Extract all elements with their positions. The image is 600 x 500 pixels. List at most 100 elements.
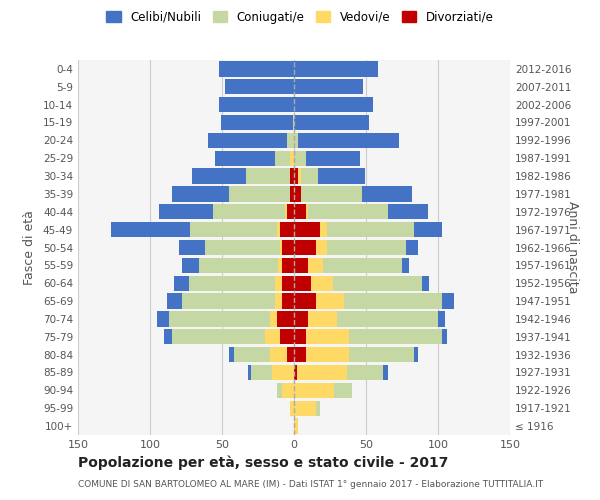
Bar (383, 365, 388, 380)
Bar (229, 347, 233, 362)
Bar (182, 258, 199, 273)
Bar (294, 222, 320, 237)
Bar (283, 294, 294, 308)
Bar (247, 168, 290, 184)
Bar (294, 347, 305, 362)
Bar (251, 365, 272, 380)
Bar (167, 294, 182, 308)
Bar (280, 240, 283, 255)
Bar (316, 400, 320, 416)
Bar (294, 150, 305, 166)
Bar (347, 365, 383, 380)
Bar (269, 312, 277, 326)
Bar (298, 133, 399, 148)
Bar (294, 418, 298, 434)
Bar (349, 347, 413, 362)
Legend: Celibi/Nubili, Coniugati/e, Vedovi/e, Divorziati/e: Celibi/Nubili, Coniugati/e, Vedovi/e, Di… (101, 6, 499, 28)
Bar (172, 186, 229, 202)
Bar (333, 276, 422, 291)
Bar (290, 400, 294, 416)
Bar (283, 240, 294, 255)
Bar (337, 312, 438, 326)
Bar (298, 168, 301, 184)
Bar (327, 222, 413, 237)
Bar (190, 222, 277, 237)
Bar (297, 365, 347, 380)
Bar (294, 365, 297, 380)
Bar (308, 204, 388, 220)
Bar (319, 168, 365, 184)
Bar (294, 168, 298, 184)
Bar (301, 168, 319, 184)
Bar (316, 294, 344, 308)
Bar (189, 276, 275, 291)
Bar (199, 258, 278, 273)
Bar (311, 276, 333, 291)
Bar (290, 168, 294, 184)
Bar (316, 240, 327, 255)
Bar (219, 97, 294, 112)
Bar (294, 294, 316, 308)
Bar (280, 222, 294, 237)
Bar (323, 258, 402, 273)
Bar (287, 204, 294, 220)
Bar (229, 186, 290, 202)
Bar (442, 329, 446, 344)
Bar (111, 222, 190, 237)
Bar (179, 240, 205, 255)
Bar (294, 204, 305, 220)
Bar (269, 347, 287, 362)
Text: COMUNE DI SAN BARTOLOMEO AL MARE (IM) - Dati ISTAT 1° gennaio 2017 - Elaborazion: COMUNE DI SAN BARTOLOMEO AL MARE (IM) - … (78, 480, 543, 489)
Bar (164, 329, 172, 344)
Y-axis label: Fasce di età: Fasce di età (23, 210, 36, 285)
Bar (293, 115, 294, 130)
Bar (277, 312, 294, 326)
Bar (192, 168, 247, 184)
Bar (334, 383, 352, 398)
Bar (320, 222, 327, 237)
Bar (215, 150, 275, 166)
Bar (305, 150, 360, 166)
Bar (290, 150, 294, 166)
Bar (275, 276, 283, 291)
Bar (301, 186, 362, 202)
Bar (219, 62, 294, 76)
Bar (182, 294, 275, 308)
Bar (294, 276, 311, 291)
Bar (413, 222, 442, 237)
Bar (290, 186, 294, 202)
Bar (158, 204, 214, 220)
Bar (349, 329, 442, 344)
Bar (286, 204, 287, 220)
Bar (175, 276, 189, 291)
Bar (305, 329, 349, 344)
Bar (283, 276, 294, 291)
Bar (248, 365, 251, 380)
Bar (406, 240, 418, 255)
Bar (283, 383, 294, 398)
Bar (277, 383, 283, 398)
Bar (287, 133, 294, 148)
Bar (225, 79, 294, 94)
Bar (294, 258, 308, 273)
Bar (402, 258, 409, 273)
Bar (294, 133, 298, 148)
Bar (287, 347, 294, 362)
Bar (327, 240, 406, 255)
Bar (294, 329, 305, 344)
Bar (308, 312, 337, 326)
Bar (221, 115, 293, 130)
Bar (205, 240, 280, 255)
Bar (294, 383, 334, 398)
Bar (278, 258, 283, 273)
Bar (442, 294, 454, 308)
Bar (362, 186, 412, 202)
Bar (388, 204, 428, 220)
Bar (169, 312, 269, 326)
Bar (275, 294, 283, 308)
Bar (294, 312, 308, 326)
Bar (305, 204, 308, 220)
Bar (308, 258, 323, 273)
Bar (305, 347, 349, 362)
Bar (214, 204, 286, 220)
